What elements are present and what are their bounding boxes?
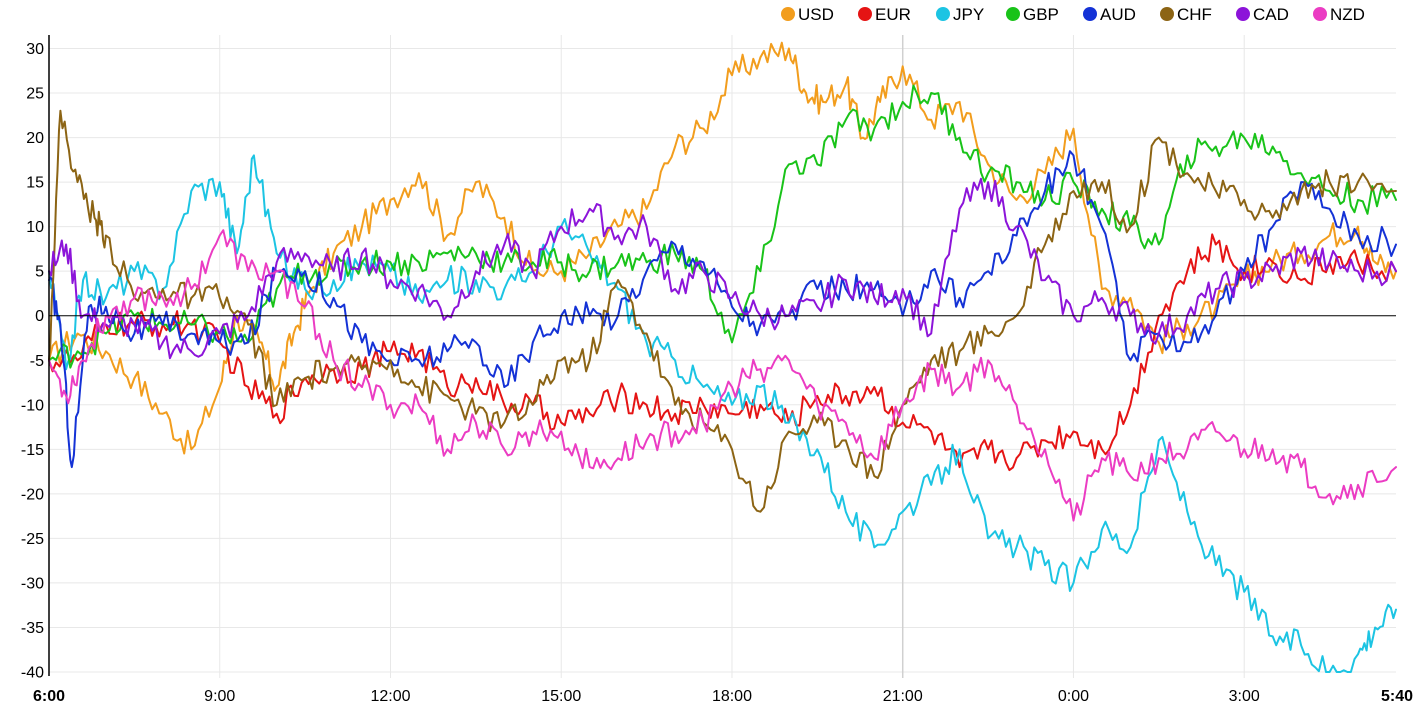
y-tick-label: 15 <box>26 175 44 192</box>
y-tick-label: -10 <box>21 397 44 414</box>
x-tick-label: 5:40 <box>1381 688 1413 705</box>
y-tick-label: -5 <box>30 353 44 370</box>
y-tick-label: 10 <box>26 219 44 236</box>
y-tick-label: 30 <box>26 41 44 58</box>
y-tick-label: 0 <box>35 308 44 325</box>
x-tick-label: 15:00 <box>541 688 581 705</box>
y-tick-label: 25 <box>26 86 44 103</box>
series-line-usd <box>48 41 1397 455</box>
y-tick-label: -15 <box>21 442 44 459</box>
x-tick-label: 6:00 <box>33 688 65 705</box>
series-lines <box>48 41 1397 673</box>
series-line-eur <box>48 233 1397 472</box>
legend-item-usd[interactable]: USD <box>781 5 834 24</box>
legend-swatch <box>1236 7 1250 21</box>
legend-label: USD <box>798 5 834 24</box>
legend-swatch <box>858 7 872 21</box>
y-tick-label: -25 <box>21 531 44 548</box>
horizontal-grid <box>49 48 1396 673</box>
legend-swatch <box>781 7 795 21</box>
legend[interactable]: USD EUR JPY GBP AUD CHF CAD NZD <box>781 5 1365 24</box>
legend-swatch <box>1006 7 1020 21</box>
y-tick-label: 20 <box>26 130 44 147</box>
legend-label: CHF <box>1177 5 1212 24</box>
y-tick-label: -20 <box>21 486 44 503</box>
y-axis-ticks: 30 25 20 15 10 5 0 -5 -10 -15 -20 -25 -30 -35 -40 <box>21 41 44 682</box>
legend-swatch <box>936 7 950 21</box>
legend-label: AUD <box>1100 5 1136 24</box>
x-tick-label: 21:00 <box>883 688 923 705</box>
legend-item-jpy[interactable]: JPY <box>936 5 984 24</box>
x-tick-label: 9:00 <box>204 688 235 705</box>
legend-label: GBP <box>1023 5 1059 24</box>
x-tick-label: 0:00 <box>1058 688 1089 705</box>
x-tick-label: 3:00 <box>1229 688 1260 705</box>
legend-item-eur[interactable]: EUR <box>858 5 911 24</box>
legend-item-chf[interactable]: CHF <box>1160 5 1212 24</box>
series-line-gbp <box>48 84 1397 369</box>
legend-label: NZD <box>1330 5 1365 24</box>
legend-item-gbp[interactable]: GBP <box>1006 5 1059 24</box>
y-tick-label: 5 <box>35 264 44 281</box>
legend-label: EUR <box>875 5 911 24</box>
legend-item-nzd[interactable]: NZD <box>1313 5 1365 24</box>
legend-swatch <box>1160 7 1174 21</box>
x-tick-label: 12:00 <box>370 688 410 705</box>
legend-swatch <box>1083 7 1097 21</box>
vertical-grid <box>219 35 1245 678</box>
legend-item-aud[interactable]: AUD <box>1083 5 1136 24</box>
x-tick-label: 18:00 <box>712 688 752 705</box>
legend-swatch <box>1313 7 1327 21</box>
legend-label: CAD <box>1253 5 1289 24</box>
x-axis-ticks: 6:00 9:00 12:00 15:00 18:00 21:00 0:00 3:00 5:40 <box>33 688 1413 705</box>
series-line-nzd <box>48 229 1397 522</box>
series-line-chf <box>48 109 1397 513</box>
series-line-jpy <box>48 154 1397 673</box>
y-tick-label: -30 <box>21 575 44 592</box>
y-tick-label: -35 <box>21 620 44 637</box>
legend-item-cad[interactable]: CAD <box>1236 5 1289 24</box>
legend-label: JPY <box>953 5 984 24</box>
series-line-aud <box>48 150 1397 469</box>
y-tick-label: -40 <box>21 665 44 682</box>
